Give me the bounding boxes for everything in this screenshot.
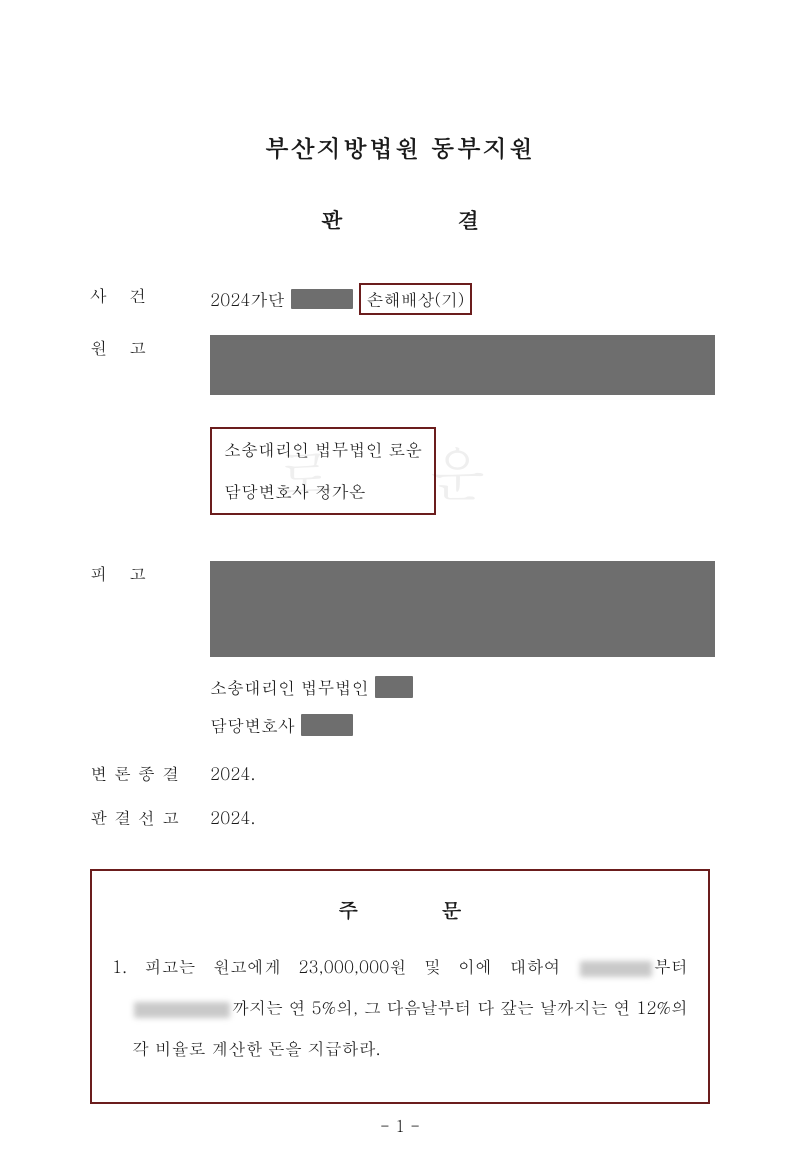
case-label: 사건	[90, 283, 210, 307]
defendant-label: 피고	[90, 561, 210, 585]
order-date-blur-1	[580, 961, 652, 977]
order-text-mid1: 부터	[654, 954, 688, 978]
plaintiff-label: 원고	[90, 335, 210, 359]
case-number-redaction	[291, 289, 353, 309]
order-body: 1. 피고는 원고에게 23,000,000원 및 이에 대하여 부터 까지는 …	[112, 946, 688, 1068]
order-heading: 주 문	[112, 895, 688, 924]
order-date-blur-2	[134, 1002, 230, 1018]
defendant-attorney-firm-prefix: 소송대리인 법무법인	[210, 675, 369, 699]
plaintiff-attorney-name: 담당변호사 정가온	[224, 479, 422, 503]
defendant-attorney-name-prefix: 담당변호사	[210, 713, 295, 737]
case-type-highlight: 손해배상(기)	[359, 283, 473, 315]
order-heading-char-2: 문	[442, 895, 462, 924]
court-name: 부산지방법원 동부지원	[90, 130, 710, 164]
heading-char-1: 판	[321, 204, 343, 235]
order-box: 주 문 1. 피고는 원고에게 23,000,000원 및 이에 대하여 부터 …	[90, 869, 710, 1104]
defendant-row: 피고 소송대리인 법무법인 담당변호사	[90, 561, 710, 751]
defendant-redaction	[210, 561, 715, 657]
case-number-prefix: 2024가단	[210, 287, 285, 311]
pronounce-label: 판결선고	[90, 805, 210, 829]
pronounce-value: 2024.	[210, 805, 710, 829]
case-row: 사건 2024가단 손해배상(기)	[90, 283, 710, 315]
closing-value: 2024.	[210, 761, 710, 785]
judgment-heading: 판 결	[90, 204, 710, 235]
defendant-firm-redaction	[375, 676, 413, 698]
heading-char-2: 결	[457, 204, 479, 235]
order-text-prefix: 1. 피고는 원고에게 23,000,000원 및 이에 대하여	[112, 954, 578, 978]
plaintiff-redaction	[210, 335, 715, 395]
closing-label: 변론종결	[90, 761, 210, 785]
page-number: - 1 -	[380, 1114, 420, 1137]
plaintiff-attorney-highlight: 소송대리인 법무법인 로운 담당변호사 정가온	[210, 427, 436, 515]
plaintiff-row: 원고 소송대리인 법무법인 로운 담당변호사 정가온	[90, 335, 710, 515]
order-heading-char-1: 주	[338, 895, 358, 924]
plaintiff-attorney-firm: 소송대리인 법무법인 로운	[224, 437, 422, 461]
defendant-attorney-name-line: 담당변호사	[210, 713, 715, 737]
defendant-attorney-firm-line: 소송대리인 법무법인	[210, 675, 715, 699]
closing-row: 변론종결 2024.	[90, 761, 710, 785]
pronounce-row: 판결선고 2024.	[90, 805, 710, 829]
defendant-name-redaction	[301, 714, 353, 736]
